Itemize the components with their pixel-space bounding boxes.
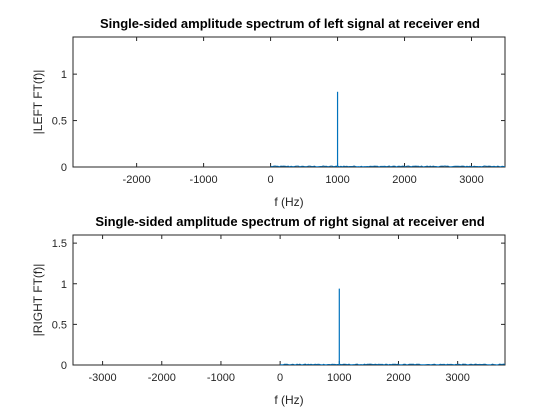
x-axis: -2000 -1000 0 1000 2000 3000 xyxy=(123,37,484,186)
x-tick-label: -1000 xyxy=(207,372,235,384)
y-tick-label: 0 xyxy=(61,360,67,372)
y-axis: 0 0.5 1 1.5 xyxy=(52,238,505,372)
y-tick-label: 0.5 xyxy=(52,319,67,331)
plot-area xyxy=(72,234,506,366)
y-axis-label: |LEFT FT(f)| xyxy=(31,70,45,135)
spectrum-series xyxy=(270,91,506,168)
y-tick-label: 1 xyxy=(61,69,67,81)
x-tick-label: 1000 xyxy=(327,372,351,384)
x-axis: -3000 -2000 -1000 0 1000 2000 3000 xyxy=(89,235,470,384)
x-tick-label: 0 xyxy=(277,372,283,384)
y-tick-label: 1 xyxy=(61,279,67,291)
spectrum-series xyxy=(280,288,506,366)
x-axis-label: f (Hz) xyxy=(274,195,303,209)
noise-floor-line xyxy=(270,165,506,168)
x-tick-label: 3000 xyxy=(459,174,483,186)
x-tick-label: 2000 xyxy=(392,174,416,186)
x-tick-label: -2000 xyxy=(148,372,176,384)
x-tick-label: 1000 xyxy=(325,174,349,186)
subplot-right-signal: Single-sided amplitude spectrum of right… xyxy=(31,214,506,407)
x-tick-label: 3000 xyxy=(445,372,469,384)
y-tick-label: 1.5 xyxy=(52,238,67,250)
chart-title: Single-sided amplitude spectrum of left … xyxy=(100,16,480,31)
chart-title: Single-sided amplitude spectrum of right… xyxy=(95,214,484,229)
plot-area xyxy=(72,36,506,168)
subplot-left-signal: Single-sided amplitude spectrum of left … xyxy=(31,16,506,209)
x-tick-label: 0 xyxy=(268,174,274,186)
y-tick-label: 0.5 xyxy=(52,116,67,128)
y-tick-label: 0 xyxy=(61,162,67,174)
x-tick-label: -3000 xyxy=(89,372,117,384)
y-axis: 00.51 xyxy=(52,69,505,174)
y-axis-label: |RIGHT FT(f)| xyxy=(31,264,45,337)
x-tick-label: 2000 xyxy=(386,372,410,384)
noise-floor-line xyxy=(280,363,506,366)
x-axis-label: f (Hz) xyxy=(274,393,303,407)
x-tick-label: -2000 xyxy=(123,174,151,186)
x-tick-label: -1000 xyxy=(190,174,218,186)
